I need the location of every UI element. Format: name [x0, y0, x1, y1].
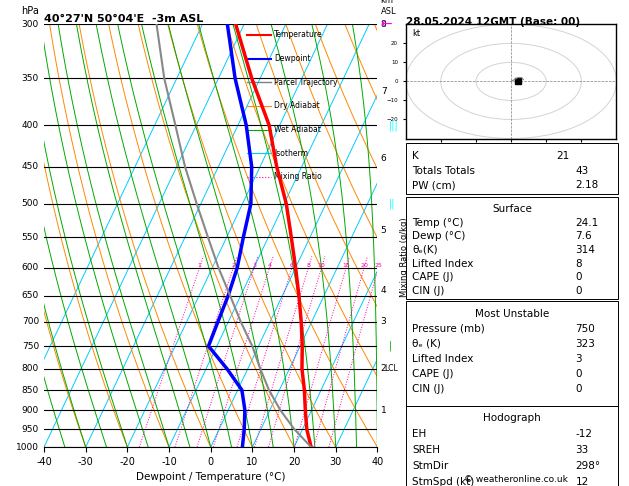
Text: SREH: SREH	[412, 445, 440, 455]
Text: 3: 3	[576, 354, 582, 364]
Text: Most Unstable: Most Unstable	[475, 309, 549, 319]
Text: Lifted Index: Lifted Index	[412, 259, 474, 269]
Text: Hodograph: Hodograph	[483, 413, 541, 423]
Text: 10: 10	[318, 263, 325, 268]
Text: 43: 43	[576, 166, 589, 176]
Text: 20: 20	[360, 263, 368, 268]
Text: 450: 450	[22, 162, 39, 171]
Text: 550: 550	[22, 233, 39, 242]
Text: Dewpoint: Dewpoint	[274, 54, 311, 63]
X-axis label: Dewpoint / Temperature (°C): Dewpoint / Temperature (°C)	[136, 472, 286, 483]
Text: Mixing Ratio (g/kg): Mixing Ratio (g/kg)	[399, 217, 409, 296]
Text: 300: 300	[22, 20, 39, 29]
Text: hPa: hPa	[21, 6, 38, 16]
Text: 350: 350	[22, 74, 39, 83]
Text: 2: 2	[381, 364, 386, 373]
Text: 1: 1	[198, 263, 201, 268]
Text: 750: 750	[576, 324, 595, 334]
Text: Temperature: Temperature	[274, 30, 323, 39]
Text: 28.05.2024 12GMT (Base: 00): 28.05.2024 12GMT (Base: 00)	[406, 17, 580, 27]
Text: Lifted Index: Lifted Index	[412, 354, 474, 364]
Text: 25: 25	[374, 263, 382, 268]
Text: θₑ(K): θₑ(K)	[412, 245, 438, 255]
Text: 800: 800	[22, 364, 39, 373]
Text: StmSpd (kt): StmSpd (kt)	[412, 477, 474, 486]
Text: EH: EH	[412, 429, 426, 439]
Text: 900: 900	[22, 406, 39, 415]
Text: 15: 15	[342, 263, 350, 268]
Text: 12: 12	[576, 477, 589, 486]
Text: 40°27'N 50°04'E  -3m ASL: 40°27'N 50°04'E -3m ASL	[44, 14, 203, 23]
Text: 0: 0	[576, 384, 582, 394]
Text: |||: |||	[389, 120, 399, 131]
Text: CIN (J): CIN (J)	[412, 384, 444, 394]
Text: 2: 2	[231, 263, 235, 268]
Text: 400: 400	[22, 121, 39, 130]
Text: StmDir: StmDir	[412, 461, 448, 471]
Text: 500: 500	[22, 199, 39, 208]
Text: 314: 314	[576, 245, 596, 255]
Text: 24.1: 24.1	[576, 218, 599, 228]
Text: 0: 0	[576, 272, 582, 282]
Text: 700: 700	[22, 317, 39, 327]
Text: Dewp (°C): Dewp (°C)	[412, 231, 465, 242]
Text: 850: 850	[22, 385, 39, 395]
Text: 3: 3	[381, 317, 386, 327]
Text: ←: ←	[381, 17, 392, 31]
Text: Temp (°C): Temp (°C)	[412, 218, 464, 228]
Text: |: |	[389, 341, 392, 351]
Text: 4: 4	[267, 263, 272, 268]
Text: Surface: Surface	[492, 204, 532, 214]
Text: 3: 3	[252, 263, 256, 268]
Text: 298°: 298°	[576, 461, 601, 471]
Text: Mixing Ratio: Mixing Ratio	[274, 173, 322, 181]
Text: 8: 8	[381, 20, 386, 29]
Text: -12: -12	[576, 429, 593, 439]
Text: 8: 8	[576, 259, 582, 269]
Text: Dry Adiabat: Dry Adiabat	[274, 102, 320, 110]
Text: 8: 8	[306, 263, 310, 268]
Text: Pressure (mb): Pressure (mb)	[412, 324, 485, 334]
Text: 600: 600	[22, 263, 39, 272]
Text: 7: 7	[381, 87, 386, 96]
Text: 7.6: 7.6	[576, 231, 592, 242]
Text: Isotherm: Isotherm	[274, 149, 308, 158]
Text: Wet Adiabat: Wet Adiabat	[274, 125, 321, 134]
Text: © weatheronline.co.uk: © weatheronline.co.uk	[464, 474, 568, 484]
Text: Parcel Trajectory: Parcel Trajectory	[274, 78, 338, 87]
Text: 4: 4	[381, 286, 386, 295]
Text: 0: 0	[576, 286, 582, 296]
Text: CIN (J): CIN (J)	[412, 286, 444, 296]
Text: kt: kt	[413, 29, 421, 38]
Text: 950: 950	[22, 425, 39, 434]
Text: km
ASL: km ASL	[381, 0, 396, 16]
Text: K: K	[412, 151, 419, 161]
Text: θₑ (K): θₑ (K)	[412, 339, 441, 349]
Text: 21: 21	[557, 151, 570, 161]
Text: PW (cm): PW (cm)	[412, 180, 455, 191]
Text: 750: 750	[22, 342, 39, 350]
Text: CAPE (J): CAPE (J)	[412, 369, 454, 379]
Text: 323: 323	[576, 339, 596, 349]
Text: 6: 6	[290, 263, 294, 268]
Text: 5: 5	[381, 226, 386, 235]
Text: 1000: 1000	[16, 443, 39, 451]
Text: 33: 33	[576, 445, 589, 455]
Text: CAPE (J): CAPE (J)	[412, 272, 454, 282]
Text: 0: 0	[576, 369, 582, 379]
Text: Totals Totals: Totals Totals	[412, 166, 475, 176]
Text: 6: 6	[381, 154, 386, 163]
Text: 2.18: 2.18	[576, 180, 599, 191]
Text: LCL: LCL	[384, 364, 398, 373]
Text: ||: ||	[389, 198, 396, 209]
Text: 1: 1	[381, 406, 386, 415]
Text: 650: 650	[22, 291, 39, 300]
